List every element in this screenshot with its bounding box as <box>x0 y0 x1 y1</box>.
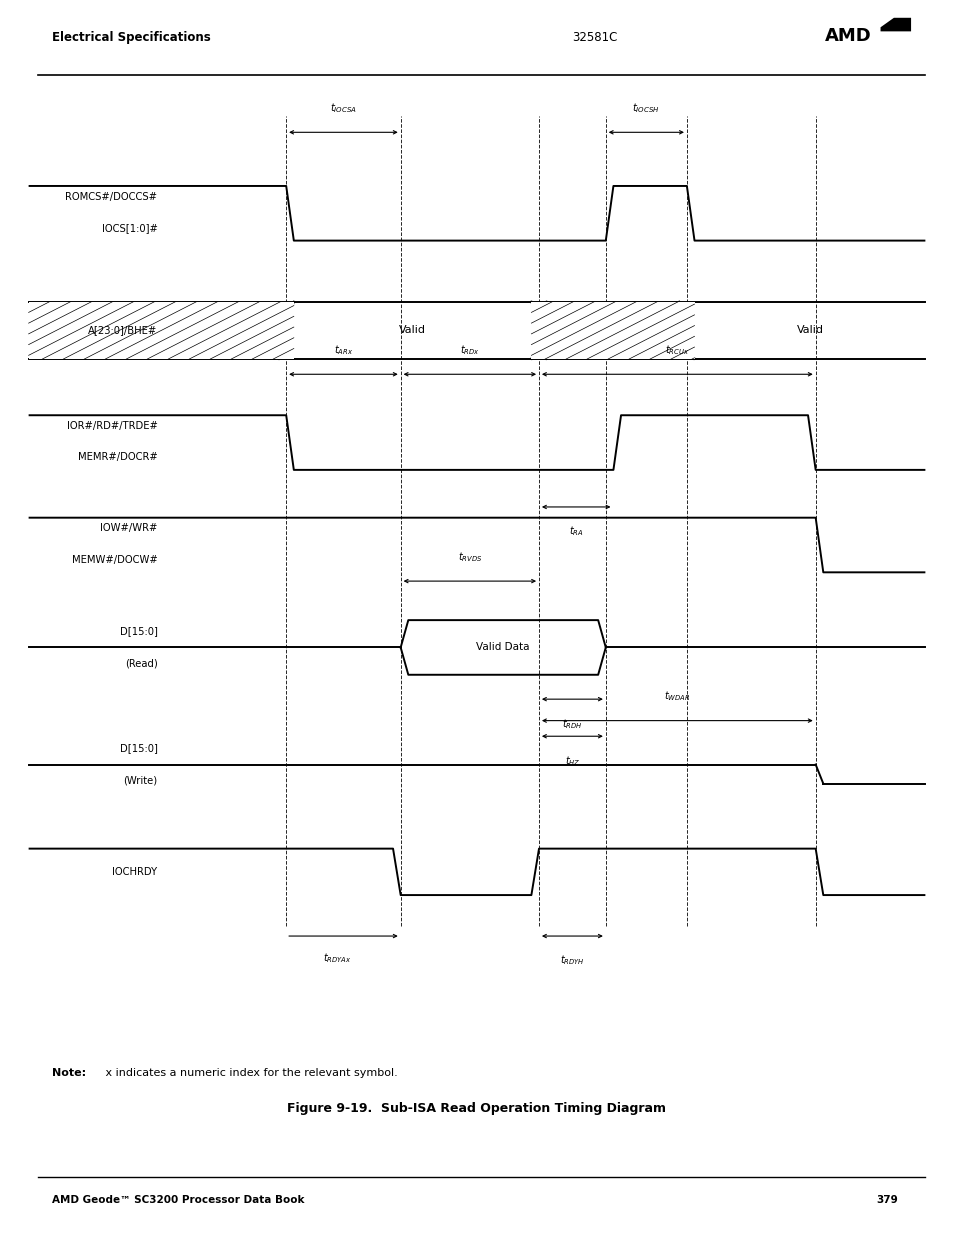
Text: Valid: Valid <box>796 325 822 336</box>
Text: (Write): (Write) <box>123 776 157 785</box>
Text: 379: 379 <box>876 1195 897 1205</box>
Text: $t_{RDH}$: $t_{RDH}$ <box>561 716 582 731</box>
Text: MEMW#/DOCW#: MEMW#/DOCW# <box>71 555 157 564</box>
Text: $t_{RA}$: $t_{RA}$ <box>568 525 583 538</box>
Text: IOR#/RD#/TRDE#: IOR#/RD#/TRDE# <box>67 421 157 431</box>
Text: Electrical Specifications: Electrical Specifications <box>52 31 211 44</box>
Bar <box>29 301 294 359</box>
Text: Note:: Note: <box>52 1068 87 1078</box>
Text: $t_{RDYH}$: $t_{RDYH}$ <box>559 953 584 967</box>
Text: IOCHRDY: IOCHRDY <box>112 867 157 877</box>
Text: $t_{IOCSH}$: $t_{IOCSH}$ <box>632 101 659 115</box>
Text: D[15:0]: D[15:0] <box>119 626 157 636</box>
Text: (Read): (Read) <box>125 659 157 669</box>
Text: A[23:0]/BHE#: A[23:0]/BHE# <box>88 325 157 336</box>
Text: $t_{RDYAx}$: $t_{RDYAx}$ <box>323 952 352 966</box>
Text: MEMR#/DOCR#: MEMR#/DOCR# <box>77 452 157 462</box>
Text: $t_{RDx}$: $t_{RDx}$ <box>459 343 479 357</box>
Text: $t_{ARx}$: $t_{ARx}$ <box>334 343 353 357</box>
Text: $t_{RCUx}$: $t_{RCUx}$ <box>664 343 689 357</box>
Text: AMD Geode™ SC3200 Processor Data Book: AMD Geode™ SC3200 Processor Data Book <box>52 1195 305 1205</box>
Text: AMD: AMD <box>824 27 871 46</box>
Text: Valid: Valid <box>398 325 426 336</box>
Text: $t_{RVDS}$: $t_{RVDS}$ <box>457 550 481 563</box>
Polygon shape <box>880 17 910 31</box>
Text: Valid Data: Valid Data <box>476 642 530 652</box>
Text: $t_{HZ}$: $t_{HZ}$ <box>564 753 579 768</box>
Text: IOW#/WR#: IOW#/WR# <box>100 524 157 534</box>
Text: D[15:0]: D[15:0] <box>119 742 157 753</box>
Text: $t_{IOCSA}$: $t_{IOCSA}$ <box>330 101 356 115</box>
Text: Figure 9-19.  Sub-ISA Read Operation Timing Diagram: Figure 9-19. Sub-ISA Read Operation Timi… <box>287 1102 666 1115</box>
Text: IOCS[1:0]#: IOCS[1:0]# <box>101 222 157 232</box>
Text: 32581C: 32581C <box>572 31 618 44</box>
Text: ROMCS#/DOCCS#: ROMCS#/DOCCS# <box>66 191 157 201</box>
Text: x indicates a numeric index for the relevant symbol.: x indicates a numeric index for the rele… <box>95 1068 397 1078</box>
Bar <box>531 301 694 359</box>
Text: $t_{WDAR}$: $t_{WDAR}$ <box>663 689 690 703</box>
